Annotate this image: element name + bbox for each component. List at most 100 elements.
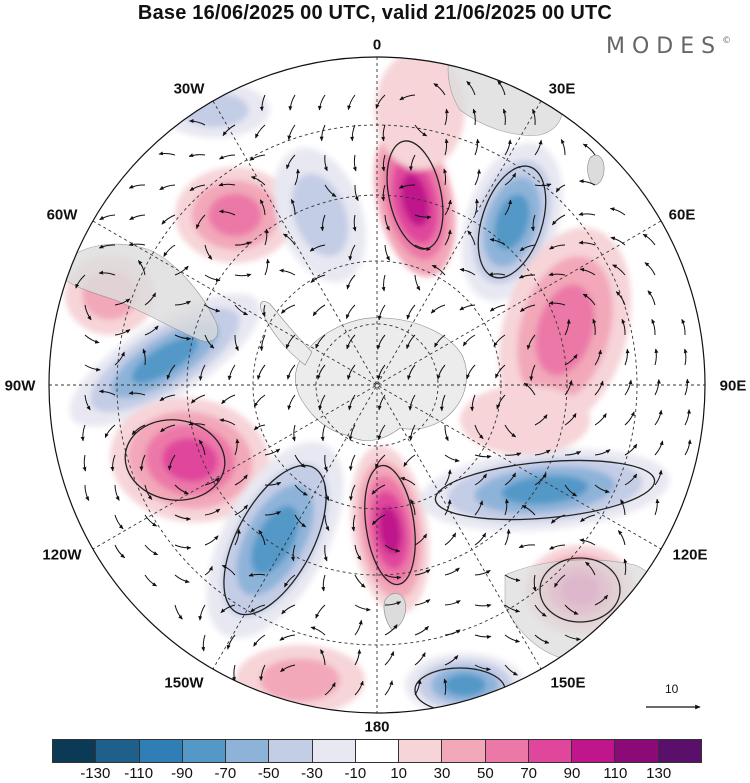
wind-arrow bbox=[534, 449, 551, 456]
wind-arrow bbox=[642, 233, 656, 246]
lon-label-180: 180 bbox=[364, 718, 390, 736]
wind-arrow bbox=[324, 682, 336, 696]
wind-arrow bbox=[408, 394, 416, 411]
wind-arrow bbox=[414, 124, 428, 137]
wind-arrow bbox=[594, 594, 608, 606]
wind-arrow bbox=[290, 544, 296, 562]
wind-arrow bbox=[348, 454, 356, 471]
wind-arrow bbox=[234, 304, 249, 316]
wind-arrow bbox=[222, 124, 236, 137]
wind-arrow bbox=[684, 439, 692, 456]
modes-logo: MODES© bbox=[606, 34, 732, 59]
wind-arrow bbox=[615, 291, 626, 306]
wind-arrow bbox=[624, 473, 638, 486]
lon-label-30e: 30E bbox=[548, 80, 576, 98]
wind-arrow bbox=[474, 532, 487, 546]
wind-arrow bbox=[555, 184, 566, 193]
wind-arrow bbox=[259, 199, 266, 216]
wind-arrow bbox=[128, 390, 146, 396]
wind-arrow bbox=[352, 154, 357, 172]
wind-arrow bbox=[548, 300, 566, 306]
wind-arrow bbox=[585, 561, 596, 576]
wind-arrow bbox=[352, 214, 357, 232]
antarctic-peninsula bbox=[260, 301, 313, 366]
wind-arrow bbox=[323, 154, 328, 172]
wind-arrow bbox=[377, 394, 386, 411]
wind-arrow bbox=[444, 229, 452, 246]
colorbar bbox=[52, 739, 702, 763]
wind-arrow bbox=[285, 334, 296, 349]
wind-arrow bbox=[470, 394, 476, 412]
wind-arrow bbox=[564, 319, 571, 336]
wind-arrow bbox=[548, 272, 566, 277]
wind-arrow bbox=[495, 364, 506, 379]
colorbar-tick-label: -90 bbox=[171, 765, 193, 782]
wind-arrow bbox=[474, 603, 492, 608]
wind-arrow bbox=[518, 274, 536, 279]
wind-arrow bbox=[204, 477, 220, 486]
wind-arrow bbox=[163, 244, 176, 257]
wind-arrow bbox=[621, 318, 626, 336]
wind-arrow bbox=[474, 500, 484, 516]
wind-arrow bbox=[221, 394, 236, 405]
map-border bbox=[48, 56, 706, 714]
wind-arrow bbox=[281, 304, 296, 314]
wind-arrow bbox=[474, 473, 487, 486]
wind-arrow bbox=[398, 184, 416, 189]
wind-arrow bbox=[550, 514, 566, 524]
anomaly-patch bbox=[260, 658, 340, 702]
wind-arrow bbox=[291, 424, 296, 442]
wind-arrow bbox=[98, 244, 116, 249]
wind-arrow bbox=[384, 544, 401, 553]
wind-arrow bbox=[253, 424, 266, 431]
wind-arrow bbox=[174, 604, 183, 620]
wind-arrow bbox=[582, 293, 596, 306]
south-america bbox=[59, 243, 219, 342]
wind-arrow bbox=[315, 604, 326, 619]
colorbar-tick-label: -50 bbox=[257, 765, 280, 782]
wind-arrow bbox=[294, 454, 306, 468]
wind-arrow bbox=[142, 348, 147, 366]
wind-arrow bbox=[377, 424, 386, 441]
wind-arrow bbox=[504, 664, 518, 676]
colorbar-segment bbox=[182, 740, 227, 762]
wind-arrow bbox=[384, 624, 398, 636]
wind-arrow bbox=[459, 304, 476, 311]
wind-arrow bbox=[407, 364, 416, 380]
wind-arrow bbox=[144, 325, 159, 336]
wind-arrow bbox=[234, 334, 239, 352]
wind-arrow bbox=[609, 207, 626, 216]
wind-arrow bbox=[381, 154, 386, 172]
contour-line bbox=[364, 464, 416, 586]
wind-arrow bbox=[98, 389, 116, 396]
wind-arrow bbox=[131, 424, 146, 435]
anomaly-patch bbox=[535, 284, 595, 376]
wind-arrow bbox=[408, 154, 416, 171]
wind-arrow bbox=[258, 529, 266, 546]
wind-arrow bbox=[347, 94, 356, 111]
wind-arrow bbox=[316, 364, 326, 380]
wind-arrow bbox=[474, 198, 480, 216]
wind-arrow bbox=[414, 626, 429, 636]
wind-arrow bbox=[681, 318, 686, 336]
anomaly-shading bbox=[65, 57, 670, 713]
wind-arrow bbox=[204, 244, 213, 260]
wind-arrow bbox=[144, 484, 153, 500]
wind-arrow bbox=[439, 394, 446, 412]
colorbar-tick-label: -110 bbox=[124, 765, 154, 782]
wind-arrow bbox=[384, 574, 402, 580]
wind-arrow bbox=[504, 199, 513, 216]
wind-arrow bbox=[204, 565, 213, 576]
anomaly-patch bbox=[400, 173, 430, 227]
wind-arrow bbox=[324, 484, 330, 501]
wind-arrow bbox=[489, 304, 506, 312]
wind-arrow bbox=[253, 394, 266, 408]
wind-arrow bbox=[431, 264, 446, 276]
wind-arrow bbox=[279, 634, 296, 641]
wind-arrow bbox=[384, 601, 402, 606]
wind-arrow bbox=[384, 214, 390, 231]
wind-arrow bbox=[128, 184, 146, 189]
wind-vectors bbox=[75, 80, 692, 696]
wind-arrow bbox=[436, 364, 446, 380]
wind-arrow bbox=[354, 604, 371, 612]
